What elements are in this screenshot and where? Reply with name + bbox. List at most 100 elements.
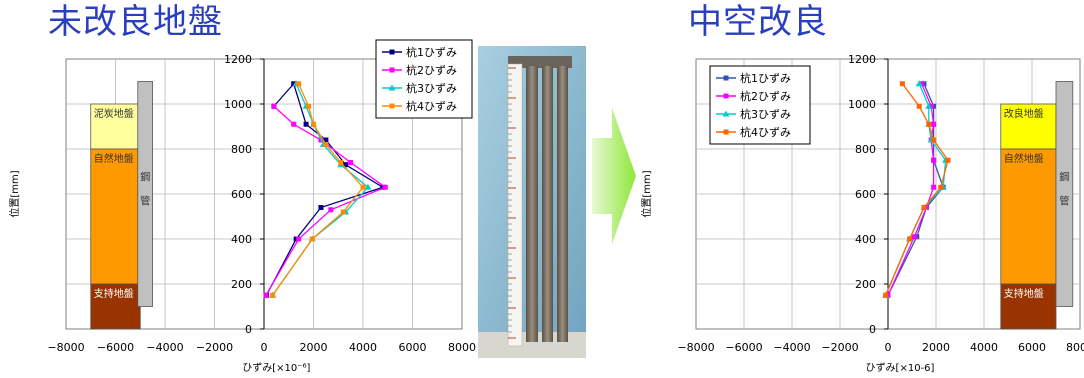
data-point: [318, 205, 324, 210]
data-point: [931, 121, 937, 127]
data-point: [926, 121, 932, 127]
steel-pipe-label: 鋼: [1059, 171, 1069, 184]
legend-entry: 杭3ひずみ: [406, 81, 457, 95]
y-tick-label: 400: [855, 233, 876, 246]
legend-entry: 杭1ひずみ: [406, 45, 457, 59]
data-point: [899, 81, 905, 87]
y-tick-label: 1000: [848, 98, 876, 111]
legend-swatch-marker: [723, 93, 729, 99]
data-point: [270, 292, 276, 298]
legend-entry: 杭3ひずみ: [740, 107, 791, 121]
data-point: [364, 183, 372, 190]
x-tick-label: 8000: [448, 341, 476, 354]
legend-entry: 杭4ひずみ: [406, 99, 457, 113]
y-tick-label: 600: [855, 188, 876, 201]
x-tick-label: 0: [261, 341, 268, 354]
y-tick-label: 600: [231, 188, 252, 201]
soil-layer-label: 支持地盤: [94, 287, 134, 300]
x-tick-label: 6000: [399, 341, 427, 354]
legend-swatch-marker: [388, 84, 396, 91]
data-point: [915, 80, 923, 87]
data-point: [311, 121, 316, 127]
right-chart-title: 中空改良: [688, 2, 828, 42]
data-point: [296, 236, 302, 242]
series-line-2: [265, 105, 387, 296]
soil-layer-label: 自然地盤: [1004, 152, 1044, 165]
legend-entry: 杭2ひずみ: [740, 89, 791, 103]
x-tick-label: −8000: [677, 341, 714, 354]
data-point: [306, 103, 312, 109]
data-point: [919, 81, 925, 87]
data-point: [931, 137, 937, 143]
y-tick-label: 200: [855, 278, 876, 291]
legend-swatch-marker: [389, 67, 395, 73]
y-tick-label: 1200: [224, 53, 252, 66]
data-point: [291, 121, 297, 127]
x-axis-label: ひずみ[×10-6]: [866, 362, 935, 374]
legend-swatch-marker: [389, 103, 395, 109]
legend-swatch-marker: [389, 49, 395, 55]
data-point: [271, 103, 277, 109]
steel-pipe-label: 管: [1059, 195, 1069, 208]
data-point: [928, 103, 934, 109]
y-tick-label: 400: [231, 233, 252, 246]
data-point: [323, 137, 329, 143]
y-tick-label: 200: [231, 278, 252, 291]
data-point: [916, 103, 922, 109]
legend-swatch-marker: [722, 110, 730, 117]
soil-layer-label: 改良地盤: [1004, 107, 1044, 120]
soil-layer-3: [90, 283, 141, 330]
soil-layer-2: [1000, 148, 1057, 285]
x-tick-label: −6000: [97, 341, 134, 354]
x-tick-label: 6000: [1018, 341, 1046, 354]
x-tick-label: −2000: [821, 341, 858, 354]
data-point: [945, 157, 951, 163]
soil-layer-2: [90, 148, 141, 285]
x-tick-label: −4000: [146, 341, 183, 354]
legend-swatch-marker: [723, 129, 729, 135]
data-point: [309, 236, 315, 242]
x-tick-label: 8000: [1066, 341, 1084, 354]
data-point: [925, 102, 933, 109]
soil-layer-label: 自然地盤: [94, 152, 134, 165]
steel-pipe-label: 鋼: [140, 171, 150, 184]
x-tick-label: −6000: [725, 341, 762, 354]
y-tick-label: 800: [855, 143, 876, 156]
left-chart-title: 未改良地盤: [48, 2, 223, 42]
y-tick-label: 1200: [848, 53, 876, 66]
data-point: [931, 184, 937, 190]
soil-layer-label: 支持地盤: [1004, 287, 1044, 300]
x-tick-label: 2000: [300, 341, 328, 354]
data-point: [338, 160, 344, 165]
y-tick-label: 800: [231, 143, 252, 156]
soil-layer-1: [1000, 103, 1057, 150]
data-point: [340, 209, 346, 215]
data-point: [938, 184, 944, 190]
x-tick-label: −8000: [47, 341, 84, 354]
steel-pipe-label: 管: [140, 195, 150, 208]
x-tick-label: 4000: [349, 341, 377, 354]
x-tick-label: −2000: [196, 341, 233, 354]
steel-pipe: [137, 81, 154, 307]
data-point: [883, 292, 889, 298]
legend-entry: 杭1ひずみ: [740, 71, 791, 85]
data-point: [263, 292, 269, 298]
legend-entry: 杭4ひずみ: [740, 125, 791, 139]
data-point: [303, 121, 309, 127]
x-tick-label: −4000: [773, 341, 810, 354]
y-tick-label: 0: [245, 323, 252, 336]
data-point: [291, 81, 297, 87]
data-point: [921, 205, 927, 210]
x-tick-label: 4000: [970, 341, 998, 354]
data-point: [931, 157, 937, 163]
legend-entry: 杭2ひずみ: [406, 63, 457, 77]
data-point: [343, 162, 349, 168]
x-tick-label: 2000: [922, 341, 950, 354]
y-axis-label: 位置[mm]: [640, 170, 653, 217]
data-point: [296, 81, 302, 87]
y-axis-label: 位置[mm]: [8, 170, 21, 217]
soil-layer-1: [90, 103, 141, 150]
legend-swatch-marker: [723, 75, 729, 81]
